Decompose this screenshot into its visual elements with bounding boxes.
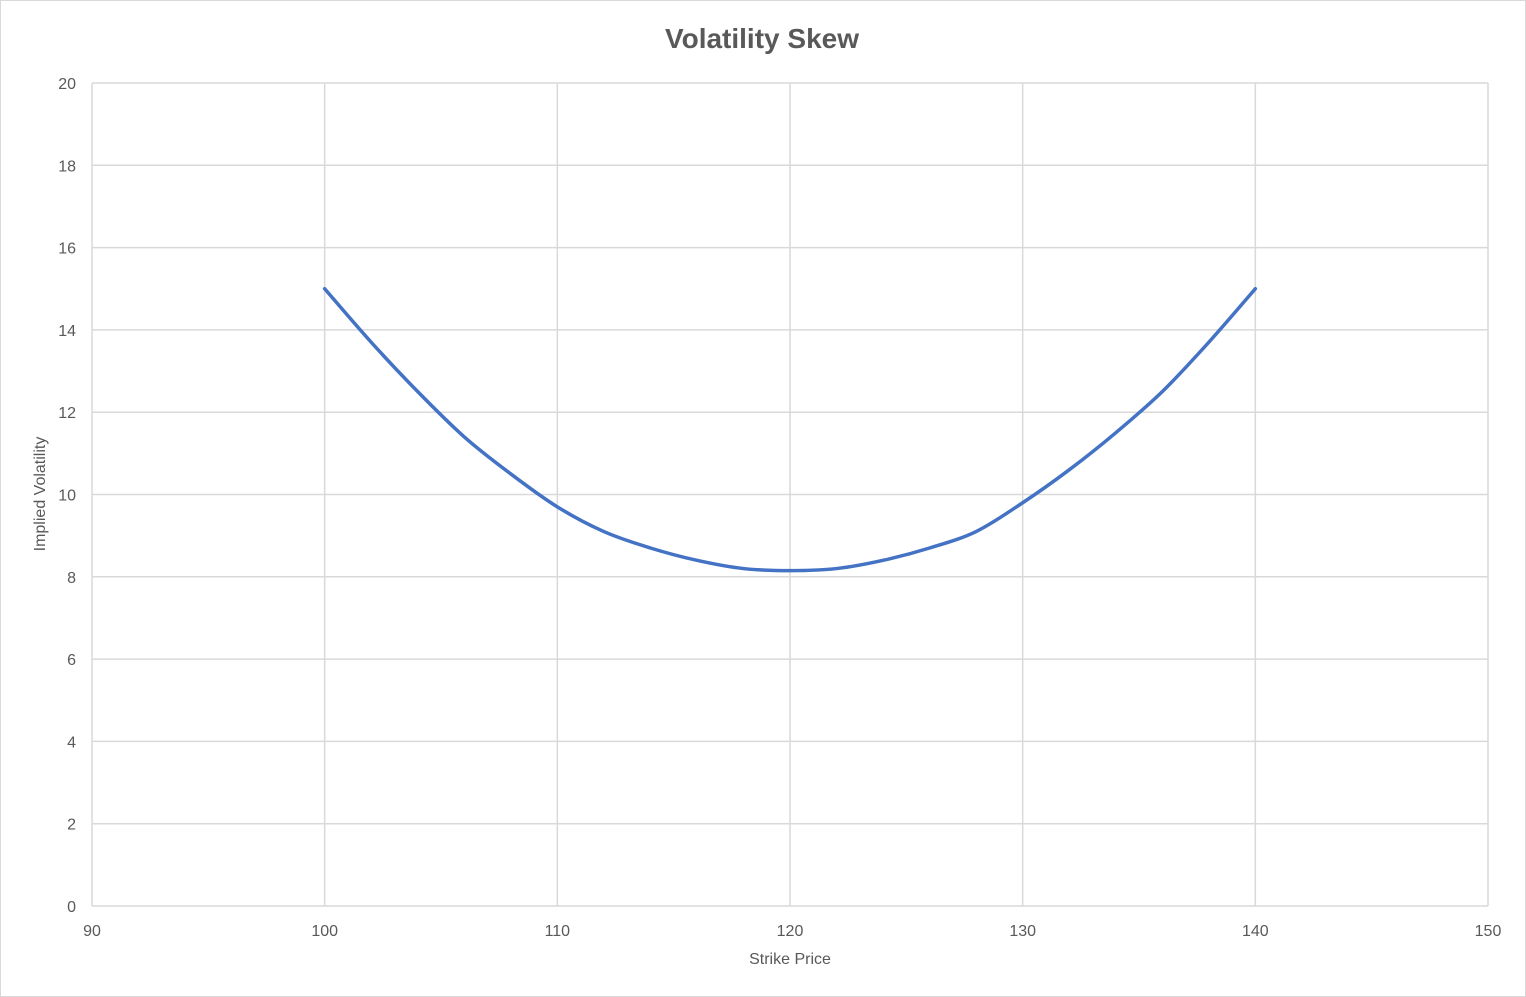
y-tick-label: 4 xyxy=(67,734,76,751)
y-tick-label: 8 xyxy=(67,570,76,587)
gridlines xyxy=(91,82,1489,907)
series-layer xyxy=(322,287,1258,573)
y-tick-label: 2 xyxy=(67,817,76,834)
x-tick-label: 90 xyxy=(83,923,101,940)
x-tick-label: 150 xyxy=(1475,923,1502,940)
y-tick-label: 16 xyxy=(58,241,76,258)
y-tick-label: 18 xyxy=(58,158,76,175)
y-tick-label: 6 xyxy=(67,652,76,669)
y-tick-label: 20 xyxy=(58,76,76,93)
y-axis-label: Implied Volatility xyxy=(32,437,49,552)
series-line xyxy=(322,287,1258,573)
x-axis-label: Strike Price xyxy=(749,951,831,968)
y-axis-ticks: 0 2 4 6 8 10 12 14 16 18 20 xyxy=(58,76,76,916)
x-tick-label: 110 xyxy=(545,923,571,940)
x-tick-label: 130 xyxy=(1009,923,1036,940)
y-tick-label: 0 xyxy=(67,899,76,916)
x-tick-label: 120 xyxy=(777,923,804,940)
y-tick-label: 14 xyxy=(58,323,76,340)
x-tick-label: 140 xyxy=(1242,923,1269,940)
y-tick-label: 10 xyxy=(58,488,76,505)
y-tick-label: 12 xyxy=(58,405,76,422)
chart-title: Volatility Skew xyxy=(665,23,859,54)
x-tick-label: 100 xyxy=(311,923,338,940)
x-axis-ticks: 90 100 110 120 130 140 150 xyxy=(83,923,1501,940)
